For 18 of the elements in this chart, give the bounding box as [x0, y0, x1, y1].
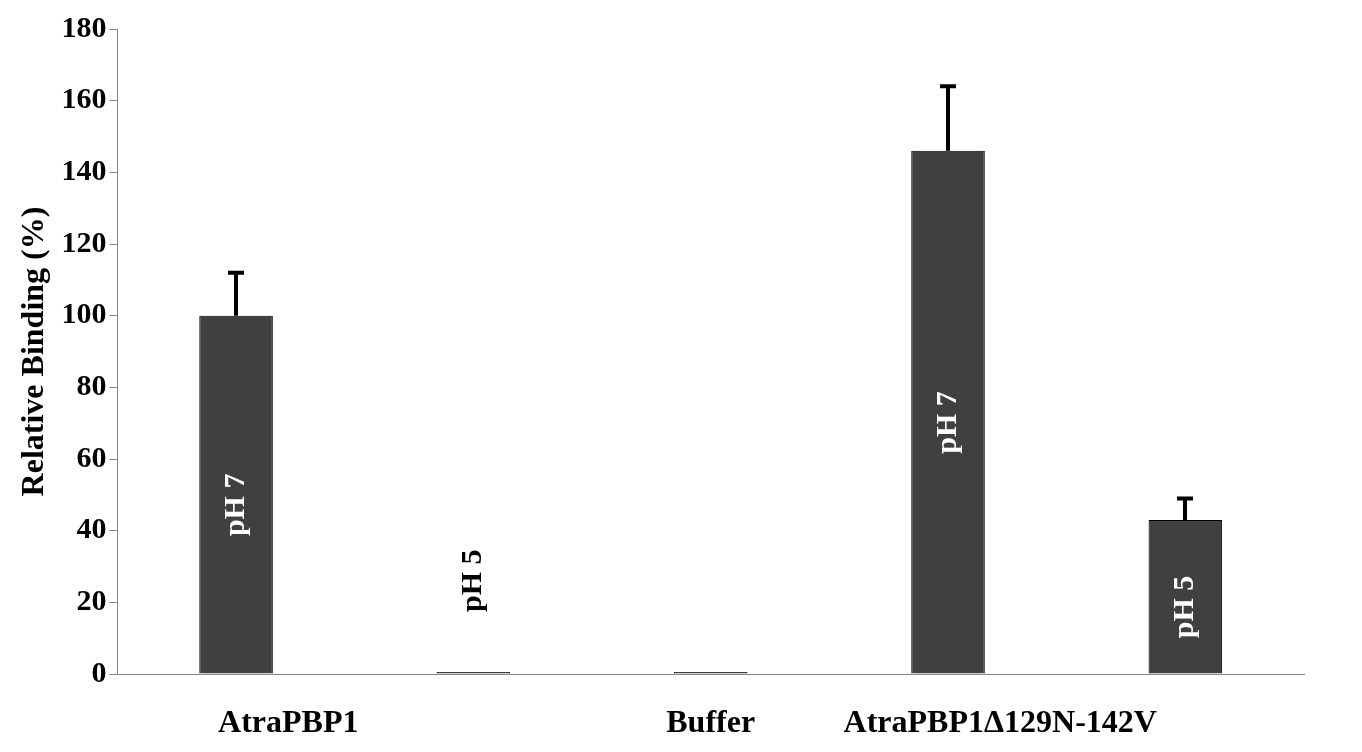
data-label: pH 5 [1166, 575, 1200, 639]
y-tick-label: 140 [61, 153, 107, 187]
y-tick-label: 160 [61, 81, 107, 115]
y-tick-label: 100 [61, 296, 107, 330]
y-tick-label: 80 [76, 368, 107, 402]
y-axis-title: Relative Binding (%) [14, 206, 51, 497]
y-tick-label: 0 [91, 654, 107, 688]
data-label: pH 7 [216, 473, 250, 537]
x-tick-label: AtraPBP1 [218, 703, 359, 740]
data-label: pH 5 [454, 549, 488, 613]
x-tick-label: Buffer [666, 703, 756, 740]
data-label: pH 7 [928, 391, 962, 454]
y-tick-label: 60 [76, 439, 107, 473]
y-tick-label: 40 [76, 511, 107, 545]
y-tick-label: 180 [61, 9, 107, 43]
x-tick-label: AtraPBP1Δ129N-142V [843, 703, 1157, 740]
y-tick-label: 20 [76, 583, 107, 617]
y-tick-label: 120 [61, 224, 107, 258]
